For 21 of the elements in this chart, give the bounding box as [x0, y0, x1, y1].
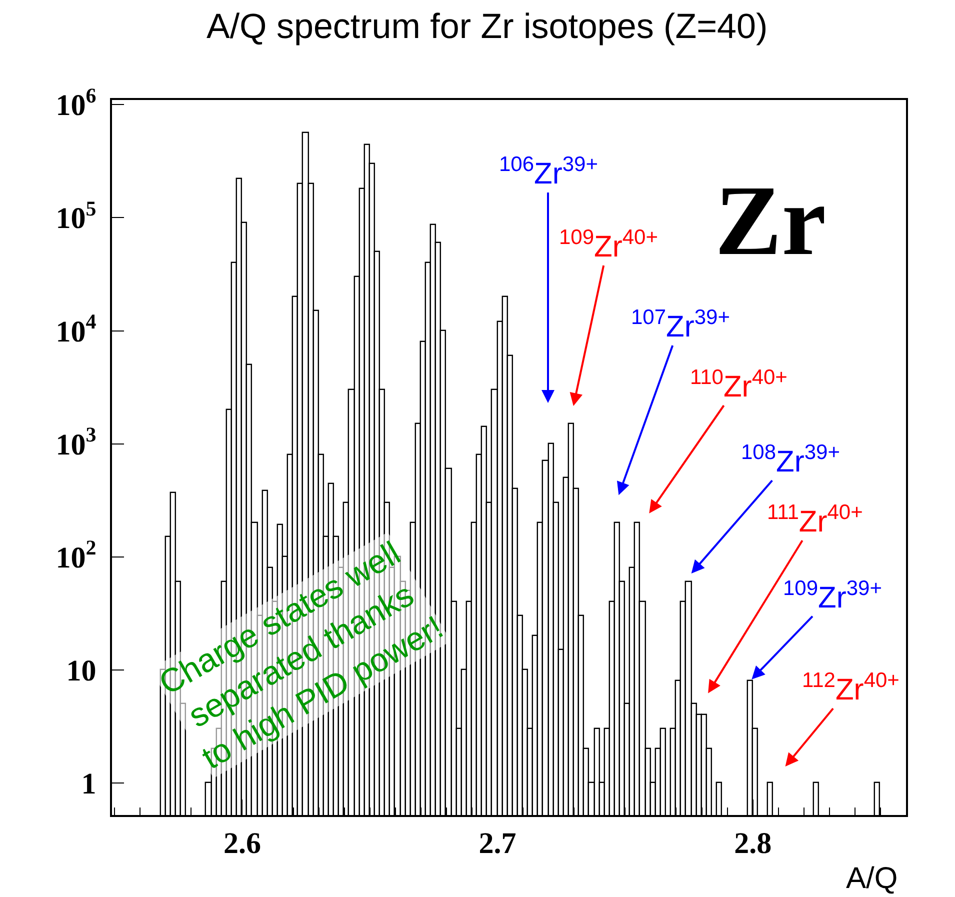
x-tick-label: 2.6 — [223, 826, 261, 860]
x-axis-title: A/Q — [846, 862, 898, 895]
annotation: $^{112}$Zr$^{40+}$ — [802, 669, 900, 707]
annotation: $^{109}$Zr$^{40+}$ — [559, 226, 658, 264]
annotation: $^{109}$Zr$^{39+}$ — [783, 577, 882, 615]
annotation: $^{107}$Zr$^{39+}$ — [631, 306, 730, 344]
annotation: $^{111}$Zr$^{40+}$ — [767, 501, 863, 539]
y-tick-label: 1 — [81, 767, 96, 800]
y-tick-label: 10$^{3}$ — [56, 422, 96, 462]
annotation: $^{110}$Zr$^{40+}$ — [690, 366, 788, 404]
y-tick-label: 10$^{4}$ — [56, 310, 97, 348]
annotation: Zr — [715, 165, 826, 276]
annotation: $^{106}$Zr$^{39+}$ — [499, 153, 598, 191]
y-tick-label: 10 — [66, 654, 96, 688]
y-tick-label: 10$^{2}$ — [56, 536, 96, 574]
y-tick-label: 10$^{5}$ — [56, 196, 96, 236]
x-tick-label: 2.8 — [734, 826, 772, 860]
y-tick-label: 10$^{6}$ — [56, 84, 96, 122]
annotation: $^{108}$Zr$^{39+}$ — [741, 441, 840, 479]
chart-title: A/Q spectrum for Zr isotopes (Z=40) — [206, 6, 768, 46]
x-tick-label: 2.7 — [478, 826, 516, 860]
